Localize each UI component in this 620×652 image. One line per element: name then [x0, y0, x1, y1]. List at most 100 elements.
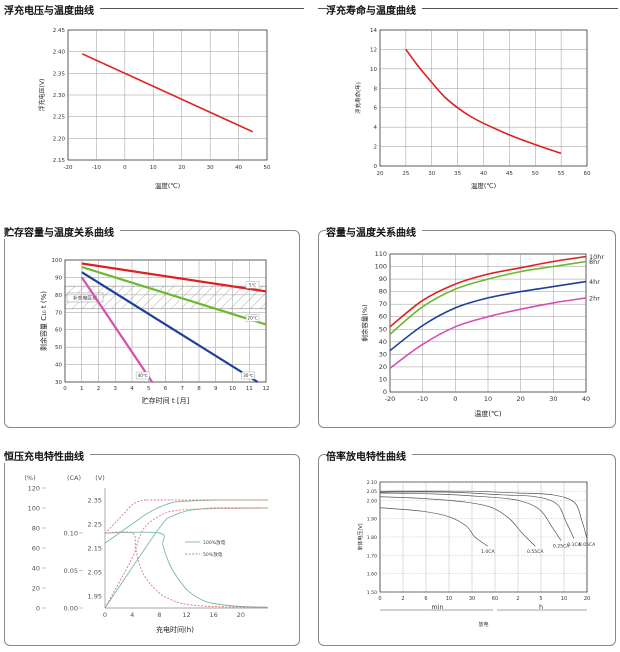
series-line [405, 48, 562, 155]
y3-tick-label: 2.05 [88, 569, 102, 577]
y-tick-label: 10 [370, 67, 377, 73]
x-tick-label: 5 [147, 386, 151, 392]
x-tick-label: 2 [401, 596, 404, 602]
y3-tick-label: 2.35 [88, 497, 102, 505]
series-line [104, 531, 269, 608]
y2-tick-label: 0.05 [64, 567, 78, 575]
x-tick-label: 50 [264, 165, 271, 171]
y-tick-label: 40 [379, 338, 387, 346]
x-tick-label: 0 [453, 395, 457, 403]
x-tick-label: 5 [539, 596, 542, 602]
series-label-box [241, 371, 255, 380]
y-tick-label: 4 [374, 125, 378, 131]
x-tick-label: -10 [417, 395, 428, 403]
y-tick-label: 20 [379, 363, 387, 371]
chart-title: 浮充寿命与温度曲线 [326, 2, 422, 17]
x-tick-label: 30 [549, 395, 557, 403]
series-line [104, 531, 269, 608]
chart-plot: 0 2 6 10 30 60 2 5 10 20 1.50 1.60 1.70 1.80 1.90 2.00 2… [357, 480, 596, 628]
axis-unit-label: (%) [24, 474, 35, 482]
y-tick-label: 100 [375, 263, 387, 271]
y-tick-label: 6 [374, 106, 378, 112]
x-tick-label: 2 [97, 386, 101, 392]
y-tick-label: 1.90 [367, 517, 377, 523]
band-label-box [66, 292, 104, 303]
legend-label: 100%放电 [203, 539, 226, 546]
x-unit-label: min [431, 603, 443, 611]
x-tick-label: 45 [506, 171, 513, 177]
y-axis-label: 单体电压(V) [357, 523, 364, 550]
title-rule [318, 8, 618, 9]
x-tick-label: 6 [424, 596, 427, 602]
x-tick-label: 3 [114, 386, 118, 392]
y1-tick-label: 80 [32, 525, 40, 533]
x-axis-label: 贮存时间 t [月] [142, 396, 190, 405]
y-tick-label: 2.05 [367, 489, 377, 495]
chart-rate-discharge: 倍率放电特性曲线 0 2 6 10 30 60 2 5 10 20 1.50 1.60 1.70 1.80… [310, 446, 620, 652]
x-tick-label: 1 [80, 386, 84, 392]
y-tick-label: 2.35 [53, 71, 66, 77]
chart-storage-capacity: 贮存容量与温度关系曲线 补充电区域 0 1 2 3 4 5 6 7 8 9 10 11 12 30 40 50 6… [0, 222, 310, 434]
series-line [389, 260, 587, 335]
y-axis-label: 剩余容量 C₁₀ t (%) [39, 291, 48, 351]
y-tick-label: 40 [55, 363, 62, 369]
chart-plot: -20 -10 0 10 20 30 40 0 10 20 30 40 50 60 70 80 90 100 110… [360, 250, 604, 418]
y-tick-label: 2.20 [53, 136, 66, 142]
x-tick-label: 8 [157, 611, 161, 619]
y-tick-label: 0 [374, 164, 378, 170]
panel-frame [4, 454, 300, 646]
x-tick-label: 0 [123, 165, 127, 171]
x-tick-label: 4 [130, 386, 134, 392]
series-label: 10hr [589, 253, 604, 261]
series-line [104, 499, 268, 534]
y-tick-label: 2.10 [367, 480, 377, 486]
chart-plot: 20 25 30 35 40 45 50 55 60 0 2 4 6 8 10 12 14 温度(℃) 浮充寿命(年… [354, 28, 591, 190]
chart-float-voltage: 浮充电压与温度曲线 -20 -10 0 10 20 30 40 50 2.15 2.20 2.25 2… [0, 0, 310, 215]
series-line [80, 276, 154, 383]
x-unit-label: h [539, 603, 543, 611]
chart-title: 贮存容量与温度关系曲线 [4, 224, 120, 239]
x-tick-label: 0 [103, 611, 107, 619]
series-label: 4hr [589, 278, 600, 286]
y3-tick-label: 2.25 [88, 521, 102, 529]
series-label-box [245, 281, 260, 289]
x-tick-label: 10 [561, 596, 567, 602]
y-tick-label: 1.80 [367, 535, 377, 541]
x-tick-label: 10 [446, 596, 452, 602]
series-label: 20℃ [247, 316, 257, 321]
series-line [379, 492, 562, 541]
y-tick-label: 90 [379, 275, 387, 283]
series-label: 5℃ [249, 283, 257, 288]
y-tick-label: 60 [55, 328, 62, 334]
series-label: 30℃ [243, 373, 253, 378]
y-tick-label: 2.00 [367, 498, 377, 504]
y1-tick-label: 40 [32, 565, 40, 573]
chart-float-life: 浮充寿命与温度曲线 20 25 30 35 40 45 50 55 60 0 2 4 6 8 10 12 14 温… [310, 0, 620, 215]
x-tick-label: 40 [235, 165, 242, 171]
y-axis-label: 浮充电压(V) [38, 79, 46, 112]
y-tick-label: 2.30 [53, 93, 66, 99]
y-axis-label: 浮充寿命(年) [354, 82, 362, 114]
y2-tick-label: 0.10 [64, 530, 78, 538]
x-tick-label: 8 [197, 386, 201, 392]
x-axis-label: 温度(℃) [155, 181, 180, 190]
y-tick-label: 12 [370, 47, 377, 53]
series-label: 0.25CA [553, 544, 570, 550]
series-label: 0.05CA [579, 542, 596, 548]
x-tick-label: 40 [582, 395, 590, 403]
y-tick-label: 70 [55, 310, 62, 316]
y-tick-label: 30 [379, 350, 387, 358]
x-tick-label: -20 [64, 165, 73, 171]
series-label: 0.1CA [567, 542, 582, 548]
x-tick-label: 11 [246, 386, 253, 392]
x-tick-label: -10 [92, 165, 101, 171]
y-tick-label: 1.50 [367, 590, 377, 596]
series-line [81, 271, 259, 383]
x-tick-label: 0 [378, 596, 381, 602]
x-tick-label: 30 [469, 596, 475, 602]
y1-tick-label: 0 [36, 605, 40, 613]
x-tick-label: 4 [130, 611, 134, 619]
y3-tick-label: 1.95 [88, 593, 102, 601]
x-axis-label: 放电 [478, 621, 488, 628]
